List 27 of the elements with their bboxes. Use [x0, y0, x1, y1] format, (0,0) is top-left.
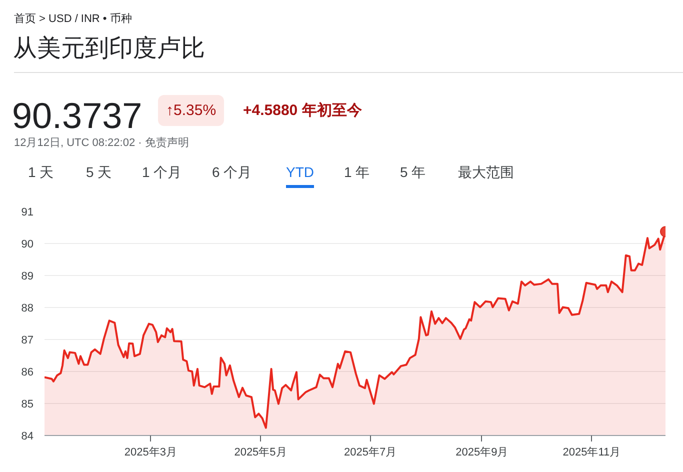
text: 1 年: [344, 163, 370, 182]
text: 5 年: [400, 163, 426, 182]
y-tick-label: 91: [21, 206, 34, 218]
y-tick-label: 87: [21, 334, 34, 346]
x-tick-label: 2025年9月: [456, 446, 508, 458]
text: 5 天: [86, 163, 112, 182]
text: 12月12日, UTC 08:22:02 · 免责声明: [14, 136, 189, 151]
text: ↑5.35%: [158, 95, 224, 126]
text: 6 个月: [212, 163, 252, 182]
text: YTD: [286, 162, 314, 188]
x-tick-label: 2025年7月: [344, 446, 397, 458]
text: 90.3737: [12, 95, 142, 136]
y-tick-label: 84: [21, 430, 34, 442]
x-tick-label: 2025年11月: [562, 446, 621, 458]
chart-title: 从美元到印度卢比: [13, 34, 205, 64]
text: 首页 > USD / INR • 币种: [14, 12, 132, 27]
y-tick-label: 85: [21, 398, 34, 410]
y-tick-label: 89: [21, 270, 34, 282]
x-tick-label: 2025年5月: [234, 446, 287, 458]
text: 1 个月: [142, 163, 182, 182]
x-tick-label: 2025年3月: [124, 446, 177, 458]
text: +4.5880 年初至今: [243, 101, 362, 121]
y-tick-label: 86: [21, 366, 34, 378]
text: 1 天: [28, 163, 54, 182]
y-tick-label: 88: [21, 302, 34, 314]
y-tick-label: 90: [21, 238, 34, 250]
text: 最大范围: [458, 163, 514, 182]
